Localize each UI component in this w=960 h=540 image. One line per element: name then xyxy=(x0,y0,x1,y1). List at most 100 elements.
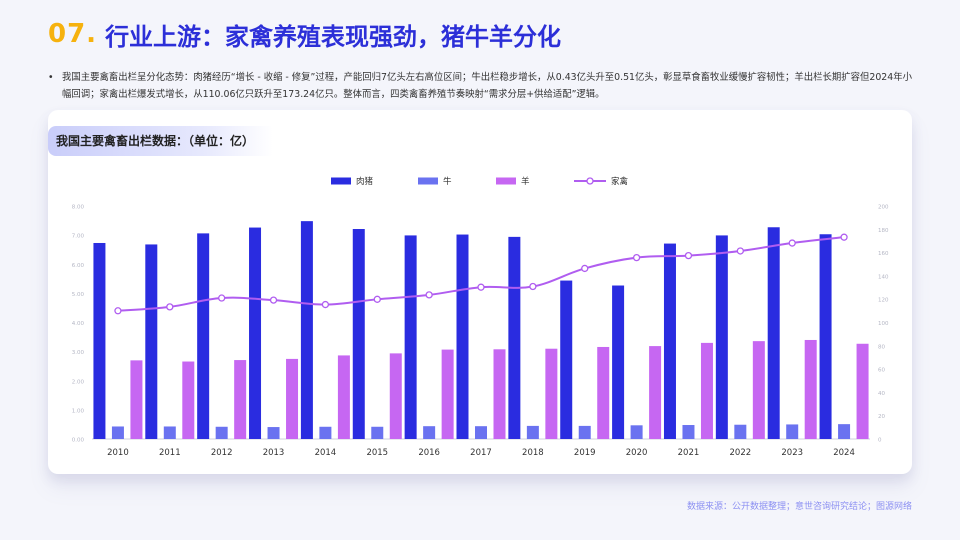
point-家禽-2020 xyxy=(632,253,641,262)
x-axis-tick-label: 2013 xyxy=(263,448,285,458)
bar-牛-2013 xyxy=(267,427,280,439)
x-axis-tick-label: 2021 xyxy=(678,448,700,458)
point-家禽-2012 xyxy=(218,294,226,302)
page-title: 行业上游：家禽养殖表现强劲，猪牛羊分化 xyxy=(105,22,562,51)
bar-牛-2014 xyxy=(319,426,332,439)
bar-肉猪-2015 xyxy=(352,229,365,439)
left-axis-tick-label: 6.00 xyxy=(72,263,85,269)
line-家禽 xyxy=(117,236,845,312)
bar-牛-2018 xyxy=(526,425,539,439)
bar-牛-2012 xyxy=(215,426,228,439)
bar-牛-2019 xyxy=(578,425,591,439)
bar-牛-2011 xyxy=(163,426,176,439)
x-axis-tick-label: 2010 xyxy=(107,448,129,458)
x-axis-tick-label: 2011 xyxy=(159,448,181,458)
x-axis-tick-label: 2022 xyxy=(730,448,752,458)
bar-牛-2020 xyxy=(630,425,643,439)
bar-牛-2021 xyxy=(682,425,695,439)
bar-羊-2020 xyxy=(649,346,662,439)
point-家禽-2021 xyxy=(684,251,693,260)
x-axis-tick-label: 2015 xyxy=(366,448,388,458)
x-axis-tick-label: 2012 xyxy=(211,448,233,458)
left-axis-tick-label: 0.00 xyxy=(72,438,85,444)
x-axis-tick-label: 2024 xyxy=(833,448,855,458)
left-axis-tick-label: 7.00 xyxy=(72,234,85,240)
card-title: 我国主要禽畜出栏数据：（单位：亿） xyxy=(56,134,255,148)
point-家禽-2011 xyxy=(166,303,174,311)
point-家禽-2013 xyxy=(269,296,278,304)
right-axis-tick-label: 200 xyxy=(878,205,889,211)
x-axis-tick-label: 2014 xyxy=(315,448,337,458)
point-家禽-2014 xyxy=(321,300,330,309)
bar-肉猪-2013 xyxy=(249,227,262,439)
bar-牛-2010 xyxy=(111,426,124,439)
bar-羊-2013 xyxy=(286,358,299,439)
bar-牛-2015 xyxy=(371,426,384,439)
livestock-chart: 0.00 1.00 2.00 3.00 4.00 5.00 6.00 7.00 8.00 0 20 4… xyxy=(72,176,889,458)
bar-牛-2016 xyxy=(423,426,436,439)
bar-肉猪-2024 xyxy=(819,234,832,439)
right-axis-tick-label: 20 xyxy=(878,414,885,420)
bar-肉猪-2018 xyxy=(508,236,521,439)
summary-text: 我国主要禽畜出栏呈分化态势：肉猪经历“增长 - 收缩 - 修复”过程，产能回归7… xyxy=(62,72,912,100)
point-家禽-2016 xyxy=(425,291,433,299)
legend-label-牛: 牛 xyxy=(443,176,452,187)
bar-羊-2017 xyxy=(493,349,506,439)
bar-牛-2017 xyxy=(475,426,487,439)
right-axis-tick-label: 60 xyxy=(878,368,885,374)
bar-肉猪-2020 xyxy=(612,285,625,439)
x-axis-tick-label: 2018 xyxy=(522,448,544,458)
legend-swatch-牛 xyxy=(418,177,438,185)
x-axis-tick-label: 2017 xyxy=(470,448,492,458)
bar-羊-2018 xyxy=(545,348,558,439)
point-家禽-2018 xyxy=(529,282,537,291)
bar-牛-2022 xyxy=(734,424,747,439)
bar-肉猪-2010 xyxy=(93,242,106,439)
point-家禽-2023 xyxy=(788,239,796,247)
bar-羊-2015 xyxy=(389,353,402,439)
bar-牛-2024 xyxy=(838,424,851,439)
left-axis-tick-label: 8.00 xyxy=(72,205,85,211)
right-axis-tick-label: 40 xyxy=(878,391,885,397)
right-axis-tick-label: 140 xyxy=(878,274,889,280)
x-axis-tick-label: 2023 xyxy=(781,448,803,458)
right-axis-tick-label: 180 xyxy=(878,228,889,234)
right-axis-tick-label: 120 xyxy=(878,298,889,304)
x-axis-tick-label: 2019 xyxy=(574,448,596,458)
left-axis-tick-label: 2.00 xyxy=(72,379,85,385)
page-header: 07. 行业上游：家禽养殖表现强劲，猪牛羊分化 xyxy=(48,14,561,54)
legend-label-肉猪: 肉猪 xyxy=(356,176,374,187)
point-家禽-2024 xyxy=(840,233,848,241)
bar-肉猪-2017 xyxy=(456,234,469,439)
bar-肉猪-2016 xyxy=(404,235,417,439)
bar-羊-2012 xyxy=(234,360,247,439)
chart-card: 我国主要禽畜出栏数据：（单位：亿） 0.00 1.00 2.00 3.00 4.00 5.… xyxy=(48,110,912,474)
right-axis-tick-label: 0 xyxy=(878,438,882,444)
legend-swatch-肉猪 xyxy=(331,177,351,185)
point-家禽-2010 xyxy=(114,307,122,315)
legend-label-家禽: 家禽 xyxy=(611,176,629,187)
bar-羊-2010 xyxy=(130,360,143,439)
left-axis-tick-label: 3.00 xyxy=(72,350,85,356)
bar-羊-2016 xyxy=(441,349,454,439)
point-家禽-2022 xyxy=(736,247,744,255)
point-家禽-2019 xyxy=(581,264,589,273)
left-axis-tick-label: 5.00 xyxy=(72,292,85,298)
legend-marker-家禽 xyxy=(586,177,594,185)
bar-羊-2011 xyxy=(182,361,195,439)
bar-肉猪-2012 xyxy=(197,233,210,439)
right-axis-tick-label: 80 xyxy=(878,344,885,350)
bar-羊-2024 xyxy=(856,343,869,439)
right-axis-tick-label: 160 xyxy=(878,251,889,257)
point-家禽-2015 xyxy=(373,295,381,303)
bar-羊-2021 xyxy=(700,342,713,439)
summary-paragraph: • 我国主要禽畜出栏呈分化态势：肉猪经历“增长 - 收缩 - 修复”过程，产能回… xyxy=(48,69,914,103)
bar-羊-2022 xyxy=(752,341,765,439)
bar-羊-2023 xyxy=(804,339,817,439)
bar-肉猪-2011 xyxy=(145,244,158,439)
data-source: 数据来源：公开数据整理；意世咨询研究结论；图源网络 xyxy=(686,502,912,512)
bar-肉猪-2014 xyxy=(300,221,313,439)
bar-牛-2023 xyxy=(786,424,799,439)
bar-肉猪-2021 xyxy=(663,243,676,439)
left-axis-tick-label: 4.00 xyxy=(72,321,85,327)
